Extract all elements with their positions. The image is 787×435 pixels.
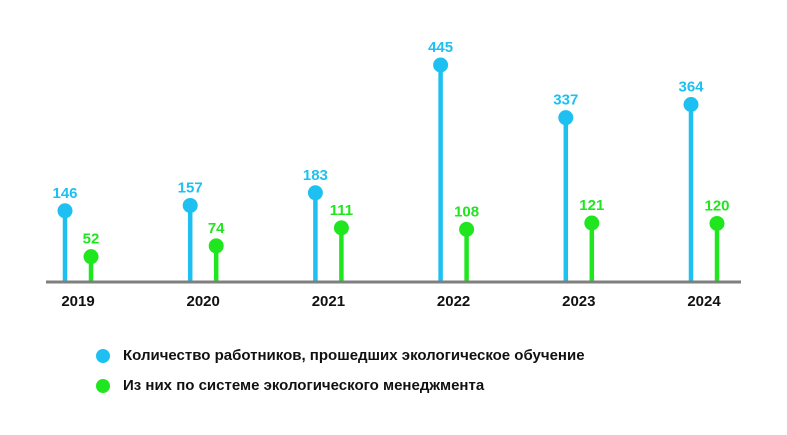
marker-s1-2022 [433, 57, 449, 73]
marker-s2-2022 [459, 221, 475, 237]
data-label-s1-2022: 445 [428, 39, 453, 56]
data-label-s2-2019: 52 [83, 231, 100, 248]
marker-s1-2020 [182, 197, 198, 213]
data-label-s1-2023: 337 [553, 92, 578, 109]
x-tick-label-2019: 2019 [61, 293, 94, 310]
data-label-s2-2022: 108 [454, 203, 479, 220]
marker-s2-2024 [709, 215, 725, 231]
marker-s2-2023 [584, 215, 600, 231]
marker-s1-2024 [683, 96, 699, 112]
data-label-s2-2023: 121 [579, 197, 604, 214]
data-label-s2-2020: 74 [208, 220, 225, 237]
marker-s1-2023 [558, 110, 574, 126]
marker-s2-2020 [208, 238, 224, 254]
x-tick-label-2020: 2020 [187, 293, 220, 310]
data-label-s2-2021: 111 [330, 202, 353, 219]
legend-item-series-1: Количество работников, прошедших экологи… [96, 344, 585, 367]
marker-s1-2019 [57, 203, 73, 219]
marker-s2-2021 [333, 220, 349, 236]
marker-s1-2021 [307, 185, 323, 201]
legend-label-series-1: Количество работников, прошедших экологи… [123, 347, 585, 364]
data-label-s2-2024: 120 [704, 197, 729, 214]
legend-item-series-2: Из них по системе экологического менеджм… [96, 374, 585, 397]
data-label-s1-2021: 183 [303, 167, 328, 184]
legend-label-series-2: Из них по системе экологического менеджм… [123, 377, 485, 394]
x-tick-label-2021: 2021 [312, 293, 345, 310]
data-label-s1-2024: 364 [678, 78, 704, 95]
data-label-s1-2020: 157 [178, 179, 203, 196]
x-tick-label-2023: 2023 [562, 293, 595, 310]
marker-s2-2019 [83, 249, 99, 265]
data-label-s1-2019: 146 [52, 185, 77, 202]
x-tick-label-2022: 2022 [437, 293, 470, 310]
x-tick-label-2024: 2024 [687, 293, 721, 310]
legend-marker-series-2 [96, 378, 110, 393]
legend-marker-series-1 [96, 348, 110, 363]
legend: Количество работников, прошедших экологи… [96, 344, 585, 404]
